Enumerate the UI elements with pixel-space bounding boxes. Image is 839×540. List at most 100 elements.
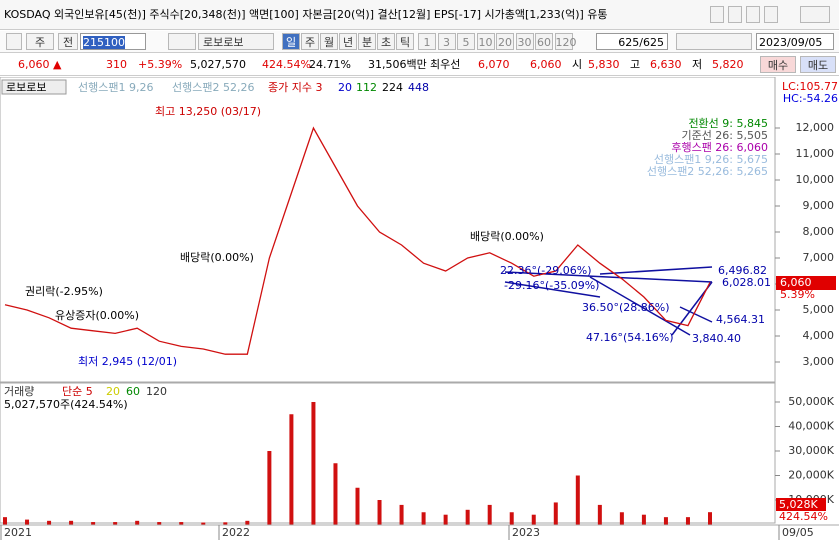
sell-button[interactable]: 매도 [800,56,836,73]
ichimoku-label: 선행스팬2 52,26: 5,265 [647,165,768,178]
ichimoku-label: 전환선 9: 5,845 [688,117,768,130]
ichimoku-label: 후행스팬 26: 6,060 [671,141,768,154]
period-button[interactable]: 분 [358,33,376,50]
count[interactable]: 625/625 [596,33,668,50]
period-button[interactable]: 주 [301,33,319,50]
interval-button[interactable]: 30 [515,33,534,50]
price: 6,060 ▲ [18,58,62,71]
icon[interactable] [764,6,778,23]
stock-info: KOSDAQ 외국인보유[45(천)] 주식수[20,348(천)] 액면[10… [4,8,608,21]
y-tick-label: 4,000 [803,329,835,342]
icon[interactable] [728,6,742,23]
date[interactable]: 2023/09/05 [756,33,834,50]
icon[interactable] [676,33,752,50]
ichimoku-label: 선행스팬1 9,26: 5,675 [654,153,768,166]
volume-bar [708,512,712,525]
y-tick-label: 7,000 [803,251,835,264]
icon[interactable] [168,33,196,50]
code-input[interactable]: 215100 [80,33,146,50]
legend-item: 60 [126,385,140,398]
annotation: 배당락(0.00%) [180,251,254,264]
legend-item: 선행스팬2 52,26 [172,81,254,94]
last-change: 5.39% [780,288,815,301]
period-button[interactable]: 일 [282,33,300,50]
last-price-box [776,276,836,290]
annotation: 최고 13,250 (03/17) [155,105,261,118]
ask: 6,070 [478,58,510,71]
interval-group: 1 3 5 10 20 30 60 120 [418,33,577,50]
volume-bar [553,502,558,525]
trend-label: 47.16°(54.16%) [586,331,674,344]
volume-bar [113,522,118,525]
volume-bar [179,522,184,525]
period-button[interactable]: 틱 [396,33,414,50]
volume-bar [47,520,52,525]
interval-button[interactable]: 20 [496,33,514,50]
high-label: 고 [630,58,641,71]
legend-item: 종가 지수 3 [268,81,322,94]
type-select[interactable]: 주 [26,33,54,50]
volume-bar [443,514,448,525]
x-tick-label: 09/05 [782,526,814,539]
quote-bar: 6,060 ▲ 310 +5.39% 5,027,570 424.54% 24.… [0,54,839,76]
volume-bar [619,512,624,525]
trend-label: -29.16°(-35.09%) [504,279,599,292]
volume-bar [289,414,294,525]
legend-item: 단순 5 [62,385,93,398]
interval-button[interactable]: 3 [437,33,456,50]
interval-button[interactable]: 10 [476,33,495,50]
volume-bar [355,487,360,525]
y-tick-label: 3,000 [803,355,835,368]
volume-bar [267,451,272,525]
interval-button[interactable]: 60 [535,33,553,50]
period-button[interactable]: 초 [377,33,395,50]
icon[interactable] [6,33,22,50]
trend-label: 4,564.31 [716,313,765,326]
period-button[interactable]: 월 [320,33,338,50]
volume-bar [399,504,404,525]
prefix[interactable]: 전 [58,33,78,50]
y-tick-label: 8,000 [803,225,835,238]
volume-summary: 5,027,570주(424.54%) [4,398,128,411]
icon[interactable] [710,6,724,23]
trend-label: 3,840.40 [692,332,741,345]
legend-box [1,79,67,95]
volume-bar [157,522,162,525]
change-pct: +5.39% [138,58,183,71]
price-pane [0,77,776,383]
icon[interactable] [800,6,830,23]
legend-item: 거래량 [4,385,34,398]
volume-bar [201,522,206,525]
open-label: 시 [572,58,583,71]
interval-button[interactable]: 5 [457,33,475,50]
lc-label: LC:105.77 [782,80,838,93]
best-label: 최우선 [430,58,461,71]
legend-item: 112 [356,81,377,94]
last-volume: 5,028K [779,498,818,511]
interval-button[interactable]: 120 [554,33,577,50]
y-tick-label: 5,000 [803,303,835,316]
volume-bar [69,520,74,525]
volume-bar [531,514,536,525]
volume-bar [487,504,492,525]
volume-bar [509,512,514,525]
volume-ratio: 424.54% [262,58,311,71]
volume-bar [597,504,602,525]
volume-bar [575,475,580,525]
chart-area: 12,00011,00010,0009,0008,0007,0006,0005,… [0,77,839,540]
volume-bar [91,522,96,525]
icon[interactable] [746,6,760,23]
legend-item: 선행스팬1 9,26 [78,81,153,94]
last-volume-box [776,498,826,511]
low: 5,820 [712,58,744,71]
volume-bar [245,520,250,525]
interval-button[interactable]: 1 [418,33,436,50]
volume-bar [377,500,382,525]
stock-name[interactable]: 로보로보 [198,33,274,50]
x-tick-label: 2023 [512,526,540,539]
volume-bar [663,517,668,525]
buy-button[interactable]: 매수 [760,56,796,73]
period-button[interactable]: 년 [339,33,357,50]
